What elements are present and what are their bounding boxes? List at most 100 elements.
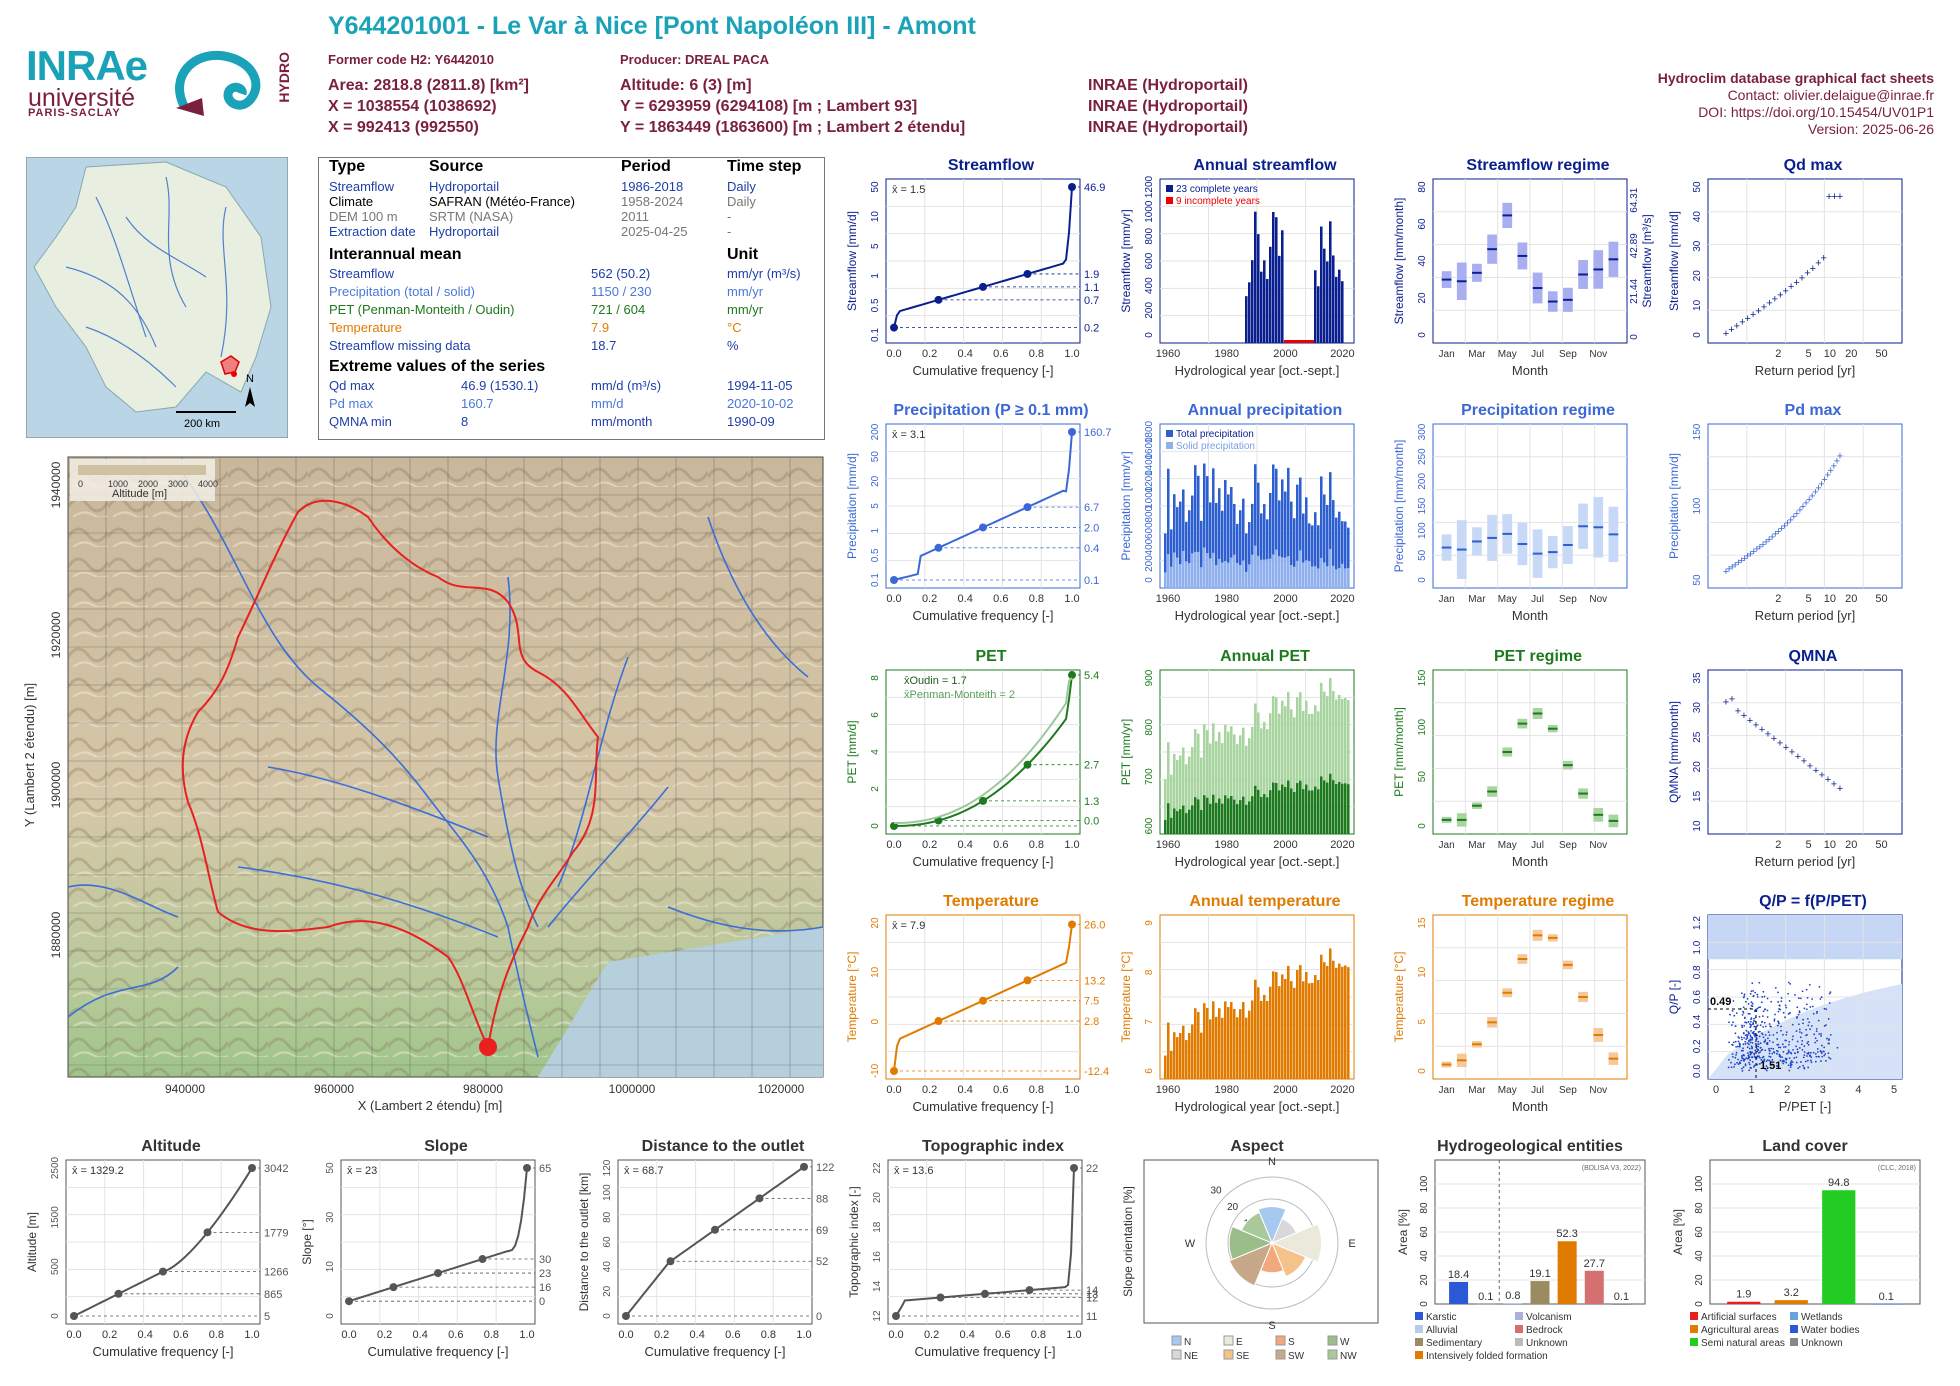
streamflow_fdc-mean: x̄ = 1.5	[892, 184, 925, 196]
hydrogeo-bar	[1449, 1281, 1469, 1304]
landcover-bar	[1774, 1300, 1808, 1304]
qp-point	[1781, 1056, 1784, 1059]
qd_max-point: +	[1826, 191, 1832, 203]
x-tick-label: 10	[1824, 593, 1836, 605]
qp-point	[1756, 996, 1759, 998]
annual_pet-bar	[1344, 783, 1347, 834]
qd_max-point: +	[1831, 191, 1837, 203]
pd_max-ylabel: Precipitation [mm/d]	[1667, 453, 1681, 559]
qp-point	[1787, 1049, 1790, 1052]
annual_streamflow-bar	[1272, 211, 1275, 343]
pd_max-point: +	[1775, 526, 1781, 538]
qp-point	[1743, 1036, 1746, 1039]
scale-label: 200 km	[184, 418, 220, 430]
pet_fdc-xlabel: Cumulative frequency [-]	[913, 854, 1054, 869]
x-tick-label: 0.2	[922, 593, 937, 605]
qd_max-point: +	[1837, 191, 1843, 203]
qd_max-ylabel: Streamflow [mm/d]	[1667, 211, 1681, 311]
streamflow_fdc-title: Streamflow	[948, 157, 1035, 174]
altitude-ylabel: Altitude [m]	[25, 1212, 39, 1272]
qp-point	[1823, 1007, 1826, 1010]
temp_fdc-quantile-label: 13.2	[1084, 975, 1105, 987]
y-tick-label: 0	[870, 1018, 881, 1024]
annual_precip-bar	[1305, 497, 1308, 588]
month-label: Nov	[1589, 594, 1607, 605]
annual_temp-bar	[1296, 969, 1299, 1079]
annual_precip-bar	[1296, 560, 1299, 588]
x-tick-label: 0	[1713, 1084, 1719, 1096]
hydrogeo-legend: Unknown	[1526, 1338, 1568, 1349]
annual_precip-bar	[1299, 477, 1302, 588]
pd_max-point: +	[1735, 557, 1741, 569]
qp-point	[1762, 1036, 1765, 1039]
pd_max-point: +	[1744, 551, 1750, 563]
y-tick-label: 600	[1144, 252, 1155, 269]
qp-point	[1740, 1036, 1743, 1039]
extreme-date: 2020-10-02	[727, 396, 794, 411]
annual_precip-bar	[1278, 500, 1281, 588]
qp-point	[1797, 1067, 1800, 1070]
qp-point	[1768, 1050, 1771, 1052]
x-tick-label: 0.0	[341, 1329, 356, 1341]
unit-title: Unit	[727, 246, 759, 263]
qp-point	[1747, 1057, 1750, 1060]
qp-point	[1803, 1051, 1806, 1053]
table-row-type: Climate	[329, 194, 374, 209]
annual_pet-bar	[1308, 790, 1311, 834]
distance-xlabel: Cumulative frequency [-]	[645, 1344, 786, 1359]
x-tick-label: 1960	[1156, 593, 1180, 605]
annual_temp-bar	[1224, 1001, 1227, 1079]
annual_precip-bar	[1212, 468, 1215, 588]
mean-unit: mm/yr	[727, 302, 764, 317]
slope-quantile-label: 30	[539, 1254, 551, 1266]
annual_precip-legend: Solid precipitation	[1176, 441, 1255, 452]
y-tick-label: 1.0	[1692, 940, 1703, 954]
annual_precip-bar	[1194, 465, 1197, 588]
qp-point	[1744, 1034, 1747, 1037]
pd_max-point: +	[1723, 566, 1729, 578]
y-tick-label: 50	[1417, 771, 1428, 783]
qp-point	[1829, 1057, 1832, 1060]
pd_max-point: +	[1741, 553, 1747, 565]
qp-point	[1785, 1006, 1788, 1009]
qp-point	[1741, 1057, 1744, 1060]
qd_max-point: +	[1744, 313, 1750, 325]
altitude-quantile-label: 1779	[264, 1227, 288, 1239]
qp-point	[1768, 1055, 1771, 1058]
slope-title: Slope	[424, 1138, 468, 1155]
interannual-title: Interannual mean	[329, 246, 462, 263]
map-xtick: 1020000	[758, 1082, 805, 1096]
paris-saclay-logo: PARIS-SACLAY	[28, 107, 121, 119]
streamflow_fdc-xlabel: Cumulative frequency [-]	[913, 363, 1054, 378]
temp_regime-xlabel: Month	[1512, 1099, 1548, 1114]
qp-point	[1805, 1028, 1808, 1031]
altitude-quantile-label: 5	[264, 1311, 270, 1323]
annual_temp-bar	[1242, 1002, 1245, 1079]
x-tick-label: 0.0	[886, 839, 901, 851]
y-tick-label: 0	[870, 823, 881, 829]
qp-point	[1806, 1055, 1808, 1057]
annual_precip-bar	[1242, 498, 1245, 588]
qp-annotation-x: 1.51	[1760, 1060, 1781, 1072]
qp-point	[1796, 1051, 1799, 1054]
qp-point	[1807, 1024, 1810, 1027]
y-tick-label: 14	[872, 1280, 883, 1292]
annual_precip-bar	[1335, 517, 1338, 588]
qp-point	[1749, 1051, 1752, 1053]
month-label: Jul	[1531, 594, 1544, 605]
pd_max-point: +	[1821, 474, 1827, 486]
x-tick-label: 20	[1845, 593, 1857, 605]
y-tick-label: 60	[1417, 218, 1428, 230]
qp-point	[1780, 1025, 1782, 1028]
temp_fdc-mean: x̄ = 7.9	[892, 920, 925, 932]
annual_pet-bar	[1320, 682, 1323, 834]
qp-point	[1742, 1066, 1745, 1069]
annual_pet-bar	[1278, 713, 1281, 834]
qp-point	[1796, 1040, 1799, 1043]
month-label: Sep	[1559, 1085, 1577, 1096]
qp-point	[1763, 995, 1766, 998]
qp-point	[1819, 998, 1822, 1000]
qp-point	[1776, 1065, 1778, 1068]
x-tick-label: 0.8	[1029, 348, 1044, 360]
qp-point	[1756, 1055, 1759, 1058]
